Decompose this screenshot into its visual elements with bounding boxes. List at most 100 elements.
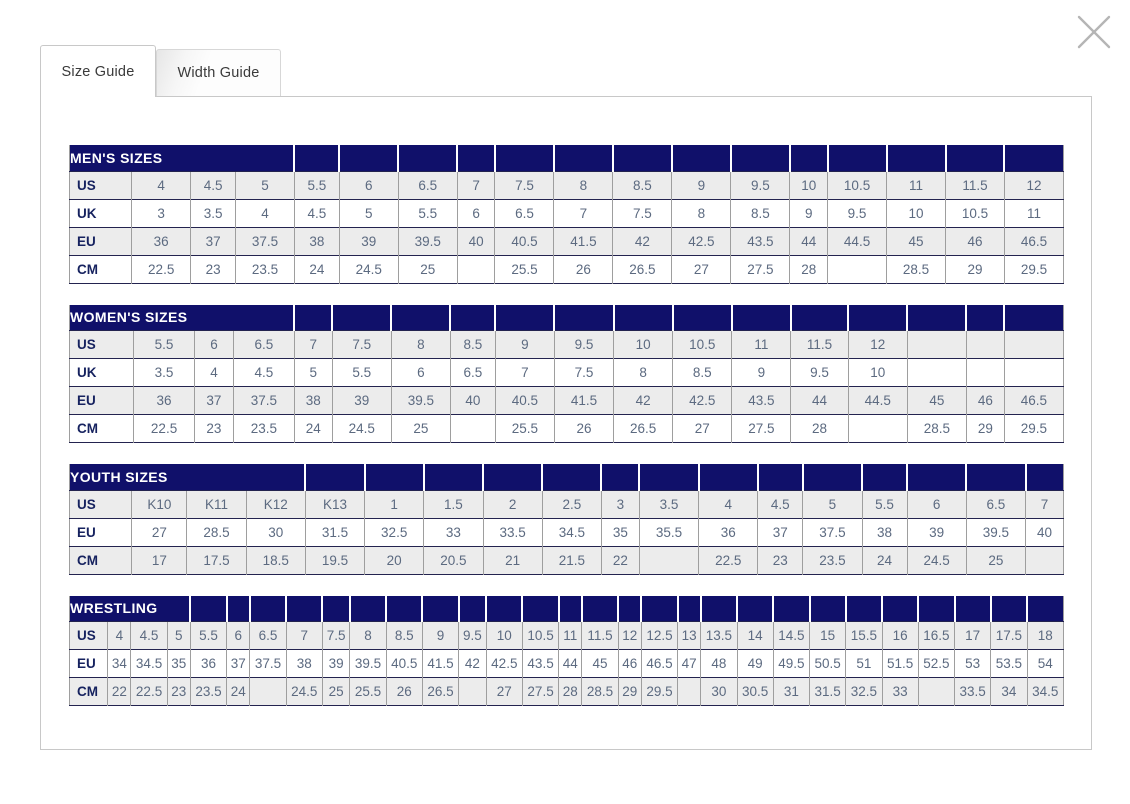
row-label: US	[69, 621, 108, 650]
size-cell: 4	[235, 198, 295, 227]
size-cell: 8.5	[612, 170, 672, 199]
close-icon	[1077, 15, 1111, 49]
size-cell: 42	[458, 649, 487, 678]
size-cell: 11.5	[581, 621, 619, 650]
size-cell: 40.5	[494, 386, 555, 415]
size-cell: 29	[945, 254, 1005, 283]
size-cell: 7	[456, 170, 495, 199]
size-cell: 5	[293, 358, 333, 387]
header-cell	[348, 595, 387, 622]
size-cell: 6	[456, 198, 495, 227]
header-cell	[989, 595, 1028, 622]
header-cell	[293, 145, 340, 171]
size-cell: 43.5	[521, 649, 559, 678]
header-cell	[640, 595, 678, 622]
header-cell	[953, 595, 991, 622]
size-cell: 3.5	[190, 198, 236, 227]
size-cell: 8	[613, 358, 673, 387]
header-cell	[885, 145, 946, 171]
size-cell: 20.5	[423, 545, 484, 574]
size-guide-modal: Size Guide Width Guide MEN'S SIZES US 4 4.5…	[40, 45, 1092, 750]
header-cell	[670, 145, 731, 171]
header-cell	[729, 145, 790, 171]
size-cell: 5.5	[861, 489, 908, 518]
size-cell: 29.5	[640, 677, 678, 706]
size-cell	[906, 358, 967, 387]
size-cell: 14	[736, 621, 774, 650]
size-cell: 40	[449, 386, 496, 415]
size-cell: 9	[789, 198, 828, 227]
size-cell: 24	[293, 254, 340, 283]
size-cell: 33.5	[954, 677, 991, 706]
size-cell: 25.5	[494, 254, 554, 283]
size-cell: 7.5	[494, 170, 554, 199]
size-cell: K10	[131, 489, 187, 518]
size-cell: 27.5	[730, 254, 790, 283]
size-cell: 6.5	[494, 198, 554, 227]
header-cell	[552, 145, 613, 171]
size-cell: 7.5	[553, 358, 614, 387]
size-cell: 53	[954, 649, 991, 678]
header-cell	[676, 595, 701, 622]
size-cell: 45	[906, 386, 967, 415]
size-cell: 37.5	[232, 386, 295, 415]
size-cell: 23	[166, 677, 191, 706]
size-cell: 6.5	[965, 489, 1026, 518]
size-row-us: US K10 K11 K12 K13 1 1.5 2 2.5 3 3.5 4 4.5 5 5.5 6 6.5 7	[69, 489, 1064, 518]
size-cell: 39	[906, 517, 967, 546]
header-cell	[617, 595, 642, 622]
size-cell: 5.5	[189, 621, 227, 650]
size-cell: 6.5	[397, 170, 458, 199]
header-cell	[1003, 304, 1064, 331]
size-cell: 42.5	[485, 649, 523, 678]
size-row-us: US 4 4.5 5 5.5 6 6.5 7 7.5 8 8.5 9 9.5 10 10.5 11 11.5 12	[69, 170, 1064, 199]
header-cell	[363, 464, 424, 490]
tables-container: MEN'S SIZES US 4 4.5 5 5.5 6 6.5 7 7.5 8 8.5 9 9.5 10 1…	[69, 145, 1064, 706]
header-cell	[788, 145, 828, 171]
tab-bar: Size Guide Width Guide	[40, 45, 1092, 97]
table-title: MEN'S SIZES	[69, 145, 295, 171]
close-button[interactable]	[1072, 10, 1116, 54]
size-row-eu: EU 36 37 37.5 38 39 39.5 40 40.5 41.5 42 42.5 43.5 44…	[69, 386, 1064, 415]
size-cell: 42	[613, 386, 673, 415]
header-cell	[772, 595, 810, 622]
size-cell: 47	[677, 649, 701, 678]
size-cell: 33.5	[482, 517, 543, 546]
size-cell: 31	[772, 677, 810, 706]
size-cell: 43.5	[731, 386, 791, 415]
size-cell: 35	[166, 649, 191, 678]
size-cell: 6.5	[449, 358, 496, 387]
size-cell: 10	[613, 330, 673, 359]
size-cell: 24	[861, 545, 908, 574]
size-cell: 28.5	[581, 677, 619, 706]
size-cell: 44	[558, 649, 582, 678]
size-row-cm: CM 22.5 23 23.5 24 24.5 25 25.5 26 26.5 27 27.5 28 28…	[69, 254, 1064, 283]
size-cell: 41.5	[421, 649, 459, 678]
size-cell: 7.5	[321, 621, 350, 650]
size-cell: 25	[965, 545, 1026, 574]
size-cell: 39	[338, 226, 399, 255]
size-guide-panel: MEN'S SIZES US 4 4.5 5 5.5 6 6.5 7 7.5 8 8.5 9 9.5 10 1…	[40, 96, 1092, 750]
size-cell: 10.5	[672, 330, 732, 359]
size-cell: 10	[886, 198, 946, 227]
size-cell	[677, 677, 701, 706]
header-cell	[385, 595, 423, 622]
size-cell: K13	[304, 489, 365, 518]
size-cell: 37	[226, 649, 250, 678]
size-cell: 28.5	[886, 254, 946, 283]
tab-width-guide[interactable]: Width Guide	[156, 49, 281, 96]
header-cell	[248, 595, 287, 622]
size-cell: 30	[245, 517, 306, 546]
size-cell: 25	[321, 677, 350, 706]
size-row-eu: EU 34 34.5 35 36 37 37.5 38 39 39.5 40.5 41.5 42 42.5…	[69, 649, 1064, 678]
size-cell: 4.5	[293, 198, 340, 227]
size-cell: 40	[1025, 517, 1064, 546]
size-cell: 28	[789, 254, 828, 283]
tab-size-guide[interactable]: Size Guide	[40, 45, 156, 97]
size-row-eu: EU 36 37 37.5 38 39 39.5 40 40.5 41.5 42 42.5 43.5 44…	[69, 226, 1064, 255]
size-cell: 26	[553, 414, 614, 443]
size-cell: 23.5	[235, 254, 295, 283]
size-cell: 11	[731, 330, 791, 359]
size-cell	[449, 414, 496, 443]
row-label: EU	[69, 517, 132, 546]
